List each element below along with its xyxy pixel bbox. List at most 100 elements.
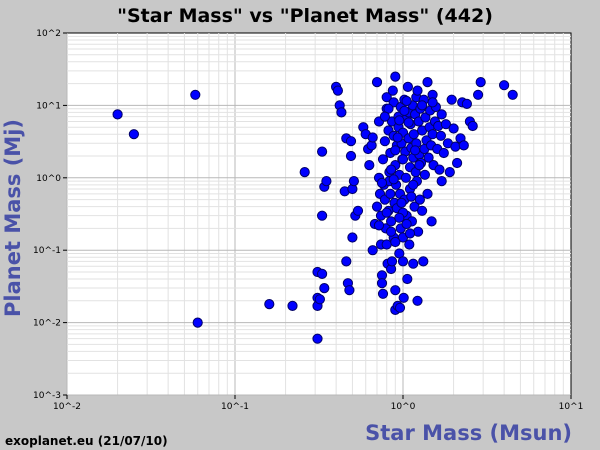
data-point (345, 150, 357, 162)
data-point (373, 220, 385, 231)
data-point (458, 140, 469, 151)
data-point (386, 164, 397, 175)
data-point (396, 197, 407, 208)
data-point (427, 129, 438, 140)
data-point (386, 256, 398, 267)
data-point (344, 285, 355, 296)
data-point (402, 81, 413, 93)
data-point (402, 273, 413, 285)
data-point (397, 154, 409, 165)
data-point (319, 283, 330, 294)
x-tick-label: 10^-2 (53, 402, 81, 412)
y-tick-label: 10^-3 (33, 391, 61, 401)
data-point (112, 109, 123, 120)
data-point (376, 278, 388, 289)
data-point (444, 167, 455, 178)
data-points (112, 71, 518, 344)
x-axis-label: Star Mass (Msun) (365, 421, 572, 445)
data-point (394, 115, 405, 126)
data-point (385, 188, 396, 199)
data-point (419, 169, 430, 180)
data-point (312, 333, 323, 344)
data-point (394, 302, 406, 313)
data-point (332, 85, 343, 96)
data-point (436, 176, 447, 187)
data-point (376, 177, 388, 188)
data-point (390, 145, 401, 156)
data-point (417, 205, 428, 216)
data-point (264, 299, 275, 310)
source-credit: exoplanet.eu (21/07/10) (5, 434, 168, 448)
data-point (406, 191, 417, 202)
data-point (379, 111, 390, 122)
data-point (317, 146, 328, 157)
data-point (409, 201, 420, 212)
data-point (412, 85, 423, 96)
data-point (434, 164, 445, 175)
y-tick-label: 10^0 (36, 174, 61, 184)
data-point (397, 256, 409, 267)
y-tick-label: 10^2 (36, 29, 61, 39)
data-point (401, 218, 412, 230)
y-axis-label: Planet Mass (Mj) (1, 119, 25, 317)
data-point (420, 112, 431, 123)
data-point (392, 132, 403, 143)
data-point (321, 176, 332, 187)
data-point (381, 239, 392, 250)
data-point (367, 132, 378, 143)
x-tick-label: 10^-1 (221, 402, 249, 412)
data-point (287, 300, 298, 311)
data-point (448, 123, 459, 134)
data-point (408, 258, 419, 269)
data-point (352, 205, 364, 216)
data-point (377, 288, 389, 299)
data-point (440, 119, 451, 130)
data-point (475, 77, 486, 88)
data-point (381, 207, 392, 218)
data-point (398, 292, 409, 303)
data-point (390, 285, 401, 296)
data-point (347, 232, 358, 243)
data-point (403, 117, 414, 128)
data-point (317, 268, 328, 279)
data-point (192, 317, 203, 328)
data-point (388, 174, 399, 185)
data-point (499, 80, 510, 91)
data-point (414, 160, 425, 171)
data-point (436, 109, 447, 120)
y-tick-label: 10^1 (36, 101, 61, 111)
data-point (461, 98, 472, 110)
data-point (417, 100, 428, 111)
data-point (404, 239, 415, 250)
data-point (317, 210, 328, 221)
x-tick-label: 10^0 (391, 402, 416, 412)
data-point (371, 201, 383, 212)
data-point (345, 136, 357, 147)
data-point (400, 172, 411, 183)
data-point (377, 154, 389, 165)
data-point (427, 97, 438, 108)
data-point (401, 95, 412, 107)
axis-ticks: 10^-2 10^-1 10^0 10^1 10^2 10^1 10^0 10^-1 10^-2… (33, 29, 583, 412)
data-point (371, 77, 383, 88)
data-point (348, 176, 359, 187)
data-point (341, 256, 352, 267)
data-point (452, 157, 463, 169)
data-point (422, 188, 433, 199)
data-point (381, 92, 392, 103)
data-point (418, 256, 429, 267)
data-point (507, 89, 518, 100)
data-point (412, 295, 423, 306)
data-point (367, 245, 378, 256)
data-point (435, 130, 446, 141)
data-point (364, 160, 375, 171)
data-point (422, 77, 433, 88)
data-point (450, 141, 461, 152)
data-point (446, 94, 457, 105)
data-point (379, 136, 390, 147)
data-point (387, 85, 398, 96)
x-tick-label: 10^1 (559, 402, 584, 412)
chart-title: "Star Mass" vs "Planet Mass" (442) (117, 5, 493, 27)
data-point (408, 179, 419, 190)
